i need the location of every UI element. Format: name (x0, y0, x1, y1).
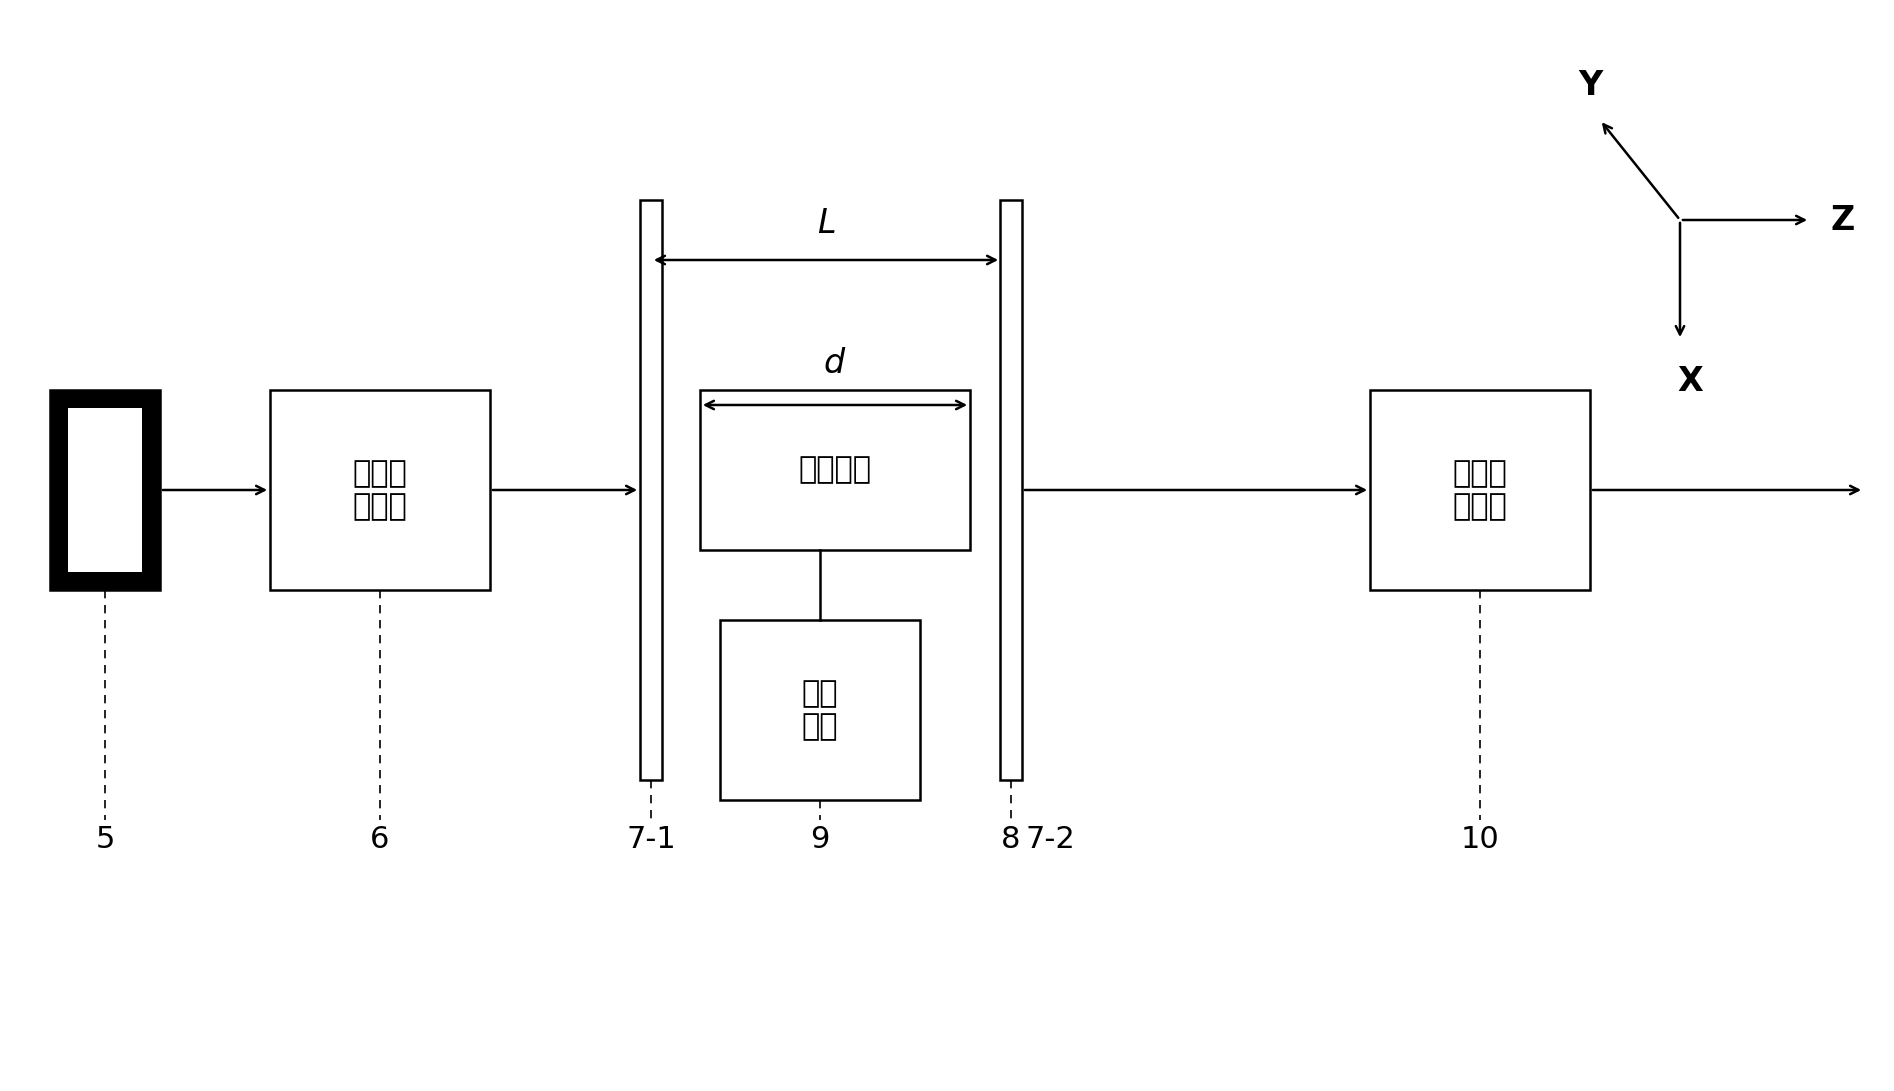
Text: 9: 9 (811, 826, 830, 854)
Text: $d$: $d$ (824, 347, 847, 380)
Text: Z: Z (1830, 204, 1854, 237)
Text: Y: Y (1578, 69, 1602, 101)
Text: 8: 8 (1002, 826, 1021, 854)
Text: 5: 5 (95, 826, 116, 854)
Bar (271, 389, 491, 590)
Text: 高压
电源: 高压 电源 (801, 679, 839, 741)
Text: 10: 10 (1460, 826, 1500, 854)
Text: $L$: $L$ (816, 207, 835, 240)
Bar (701, 389, 970, 550)
Text: 7-1: 7-1 (627, 826, 676, 854)
Bar (1369, 389, 1589, 590)
Text: 光脉冲
展宽器: 光脉冲 展宽器 (352, 458, 407, 521)
Bar (68, 408, 142, 572)
Bar (640, 200, 663, 780)
Bar (1000, 200, 1023, 780)
Text: 光脉冲
压缩器: 光脉冲 压缩器 (1453, 458, 1508, 521)
Bar (49, 389, 159, 590)
Text: 电光晶体: 电光晶体 (799, 456, 871, 484)
Text: 7-2: 7-2 (1025, 826, 1076, 854)
Text: X: X (1676, 365, 1703, 398)
Text: 6: 6 (371, 826, 390, 854)
Bar (720, 620, 920, 800)
